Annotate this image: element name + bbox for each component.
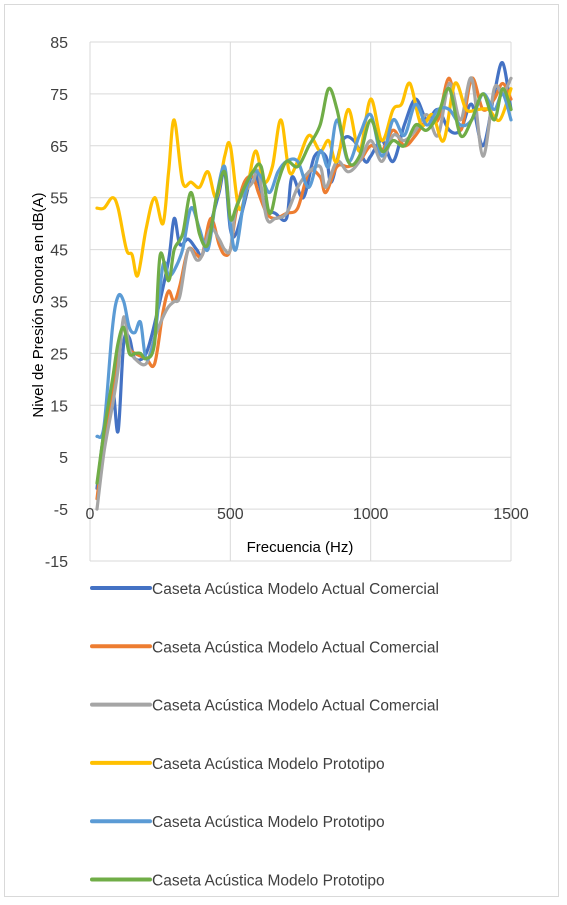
legend-label: Caseta Acústica Modelo Actual Comercial	[152, 581, 439, 598]
y-tick-label: -15	[45, 554, 68, 571]
y-tick-label: 85	[50, 35, 68, 52]
legend-label: Caseta Acústica Modelo Prototipo	[152, 756, 385, 773]
y-tick-label: 15	[50, 398, 68, 415]
x-axis-title: Frecuencia (Hz)	[247, 539, 354, 556]
y-tick-label: 35	[50, 295, 68, 312]
y-axis-ticks: 85 75 65 55 45 35 25 15 5 -5 -15	[45, 35, 68, 571]
series-lines	[95, 61, 513, 511]
legend-label: Caseta Acústica Modelo Actual Comercial	[152, 698, 439, 715]
x-tick-label: 1500	[493, 506, 529, 523]
series-line-6	[95, 86, 513, 485]
gridlines	[89, 41, 512, 562]
y-tick-label: 5	[59, 450, 68, 467]
y-axis-title: Nivel de Presión Sonora en dB(A)	[30, 192, 47, 417]
y-tick-label: -5	[54, 502, 68, 519]
x-tick-label: 500	[217, 506, 244, 523]
legend-label: Caseta Acústica Modelo Actual Comercial	[152, 639, 439, 656]
x-tick-label: 0	[86, 506, 95, 523]
chart-frame	[4, 4, 559, 897]
x-tick-label: 1000	[353, 506, 389, 523]
legend: Caseta Acústica Modelo Actual Comercial C…	[90, 581, 439, 890]
y-tick-label: 65	[50, 139, 68, 156]
x-axis-ticks: 0 500 1000 1500	[86, 506, 529, 523]
legend-label: Caseta Acústica Modelo Prototipo	[152, 814, 385, 831]
y-tick-label: 55	[50, 191, 68, 208]
y-tick-label: 45	[50, 243, 68, 260]
y-tick-label: 25	[50, 346, 68, 363]
y-tick-label: 75	[50, 87, 68, 104]
legend-label: Caseta Acústica Modelo Prototipo	[152, 873, 385, 890]
